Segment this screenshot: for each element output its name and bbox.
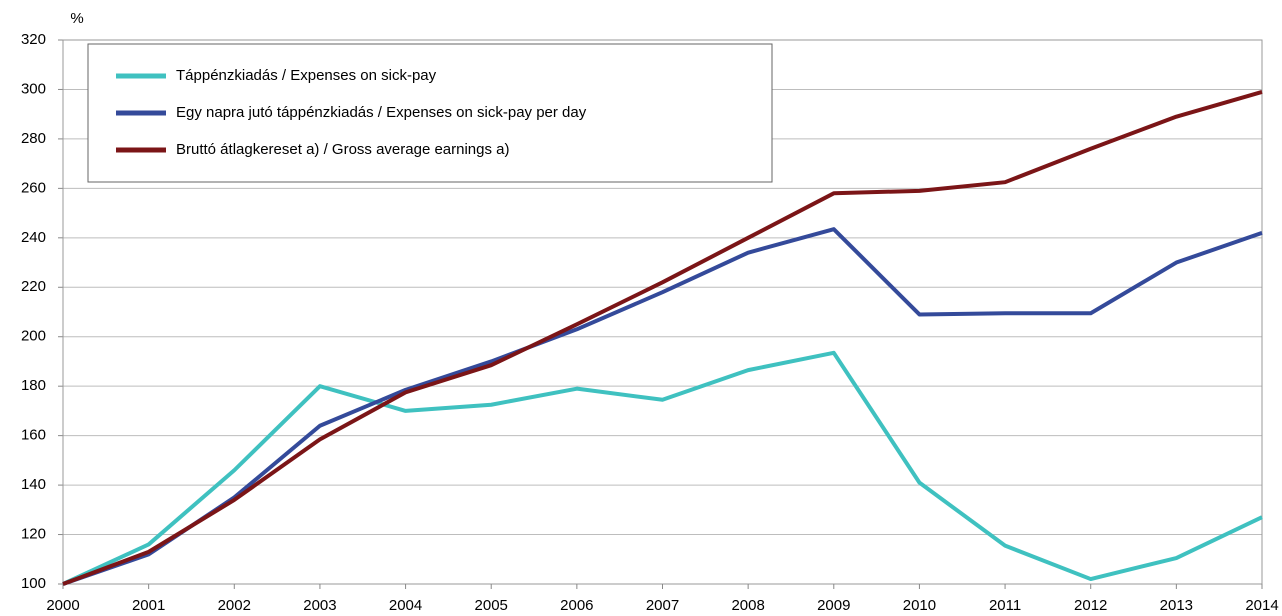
y-tick-label: 120: [21, 526, 46, 543]
x-tick-label: 2002: [218, 597, 251, 614]
x-tick-label: 2007: [646, 597, 679, 614]
x-tick-label: 2006: [560, 597, 593, 614]
y-tick-label: 240: [21, 229, 46, 246]
y-tick-label: 280: [21, 130, 46, 147]
x-tick-label: 2003: [303, 597, 336, 614]
x-tick-label: 2005: [475, 597, 508, 614]
x-tick-label: 2004: [389, 597, 422, 614]
legend-label: Táppénzkiadás / Expenses on sick-pay: [176, 67, 437, 84]
line-series: [62, 227, 1263, 586]
y-tick-label: 260: [21, 179, 46, 196]
legend-label: Bruttó átlagkereset a) / Gross average e…: [176, 141, 510, 158]
y-axis-label: %: [70, 10, 83, 27]
y-tick-label: 300: [21, 80, 46, 97]
x-tick-label: 2000: [46, 597, 79, 614]
line-series: [62, 350, 1263, 586]
x-tick-label: 2009: [817, 597, 850, 614]
legend-box: [87, 43, 773, 183]
y-tick-label: 140: [21, 476, 46, 493]
x-tick-label: 2001: [132, 597, 165, 614]
y-tick-label: 220: [21, 278, 46, 295]
y-tick-label: 100: [21, 575, 46, 592]
line-series: [62, 90, 1263, 586]
legend: Táppénzkiadás / Expenses on sick-pay Egy …: [87, 43, 773, 183]
y-tick-label: 320: [21, 31, 46, 48]
y-tick-label: 160: [21, 427, 46, 444]
y-tick-label: 200: [21, 328, 46, 345]
x-tick-label: 2014: [1245, 597, 1278, 614]
legend-label: Egy napra jutó táppénzkiadás / Expenses …: [176, 104, 587, 121]
x-tick-label: 2010: [903, 597, 936, 614]
x-tick-label: 2008: [731, 597, 764, 614]
x-tick-label: 2011: [989, 597, 1021, 614]
x-tick-label: 2012: [1074, 597, 1107, 614]
x-tick-label: 2013: [1160, 597, 1193, 614]
y-tick-label: 180: [21, 377, 46, 394]
